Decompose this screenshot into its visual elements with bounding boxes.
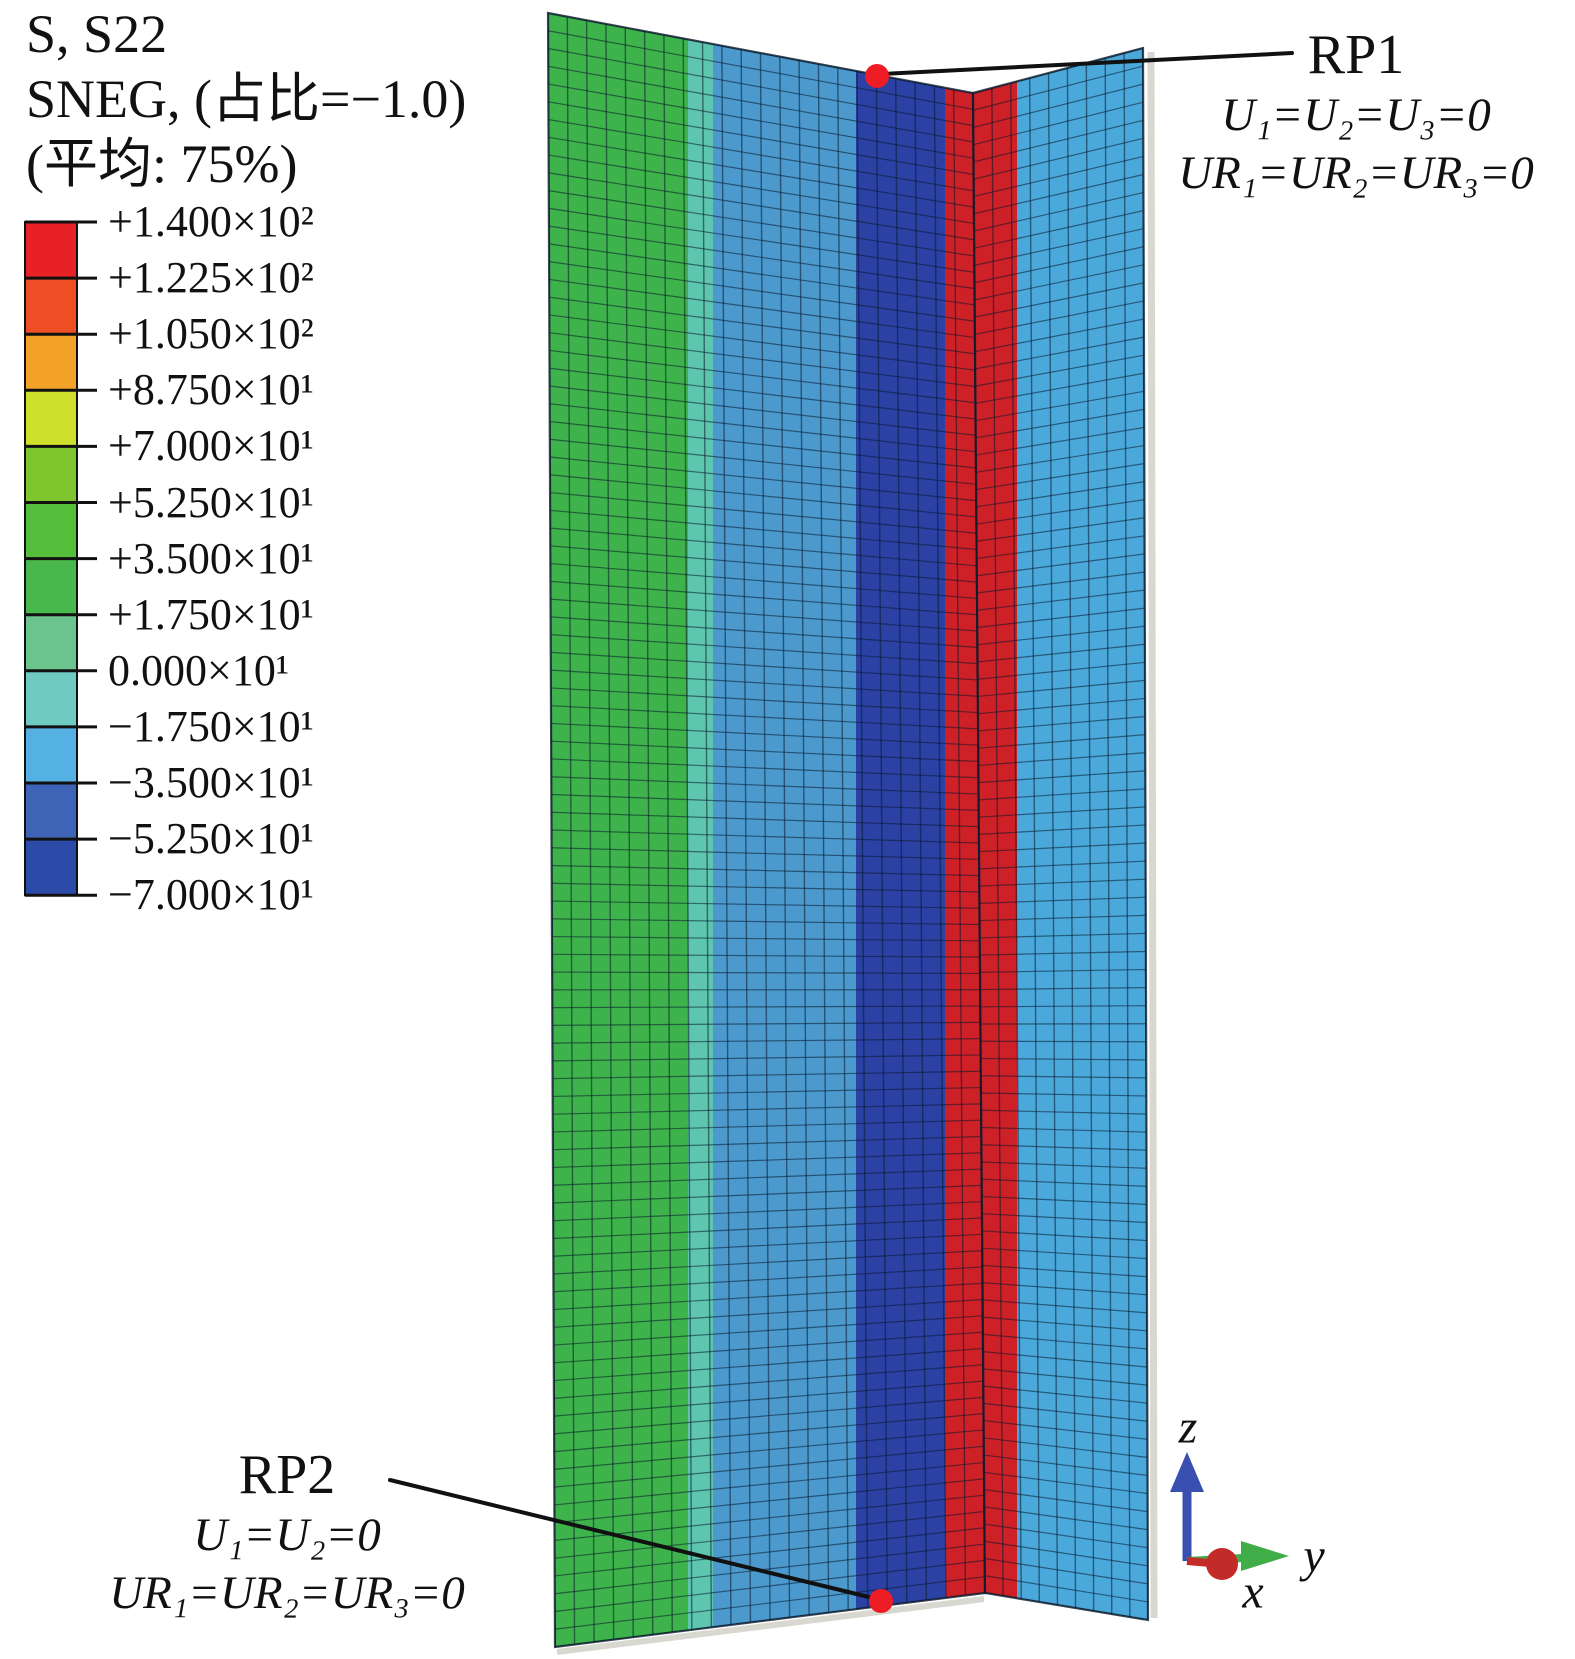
legend-title-average: (平均: 75%) xyxy=(26,134,298,194)
legend-title-section: SNEG, (占比=−1.0) xyxy=(26,69,467,129)
legend-tick-label: −7.000×10¹ xyxy=(108,870,314,920)
rp2-bc-rotations: UR₁=UR₂=UR₃=0 xyxy=(109,1567,465,1619)
legend-tick-label: +1.750×10¹ xyxy=(108,589,314,639)
legend-color-swatch xyxy=(24,613,78,672)
rp1-leader-line xyxy=(880,51,1294,76)
stress-band xyxy=(548,13,688,1647)
legend-tick-label: +8.750×10¹ xyxy=(108,365,314,415)
legend-color-swatch xyxy=(24,277,78,336)
rp1-bc-rotations: UR₁=UR₂=UR₃=0 xyxy=(1178,147,1534,199)
rp1-label: RP1 xyxy=(1307,24,1405,86)
legend-tick-label: −5.250×10¹ xyxy=(108,814,314,864)
plate-thickness-edge xyxy=(1147,51,1158,1619)
legend-color-swatch xyxy=(24,669,78,728)
legend-color-swatch xyxy=(24,445,78,504)
stress-band xyxy=(1017,48,1148,1620)
rp1-annotation: RP1 U₁=U₂=U₃=0 UR₁=UR₂=UR₃=0 xyxy=(1150,24,1562,202)
stress-band xyxy=(688,13,713,1647)
legend-color-swatch xyxy=(24,501,78,560)
x-axis-ball xyxy=(1206,1548,1238,1580)
rp2-bc-translations: U₁=U₂=0 xyxy=(193,1509,381,1561)
legend-color-swatch xyxy=(24,389,78,448)
legend-color-swatch xyxy=(24,221,78,280)
rp1-bc-translations: U₁=U₂=U₃=0 xyxy=(1221,89,1491,141)
z-axis-label: z xyxy=(1178,1400,1198,1454)
legend-color-swatch xyxy=(24,725,78,785)
rp2-label: RP2 xyxy=(238,1444,336,1506)
legend-tick-label: +1.050×10² xyxy=(108,309,314,359)
legend-tick-label: +5.250×10¹ xyxy=(108,477,314,527)
rp2-leader-line xyxy=(388,1478,879,1601)
legend-tick-label: 0.000×10¹ xyxy=(108,645,290,695)
z-axis-arrowhead xyxy=(1170,1452,1204,1492)
legend-tick-label: −1.750×10¹ xyxy=(108,701,314,751)
legend-tick-label: −3.500×10¹ xyxy=(108,758,314,807)
rp2-point xyxy=(869,1589,893,1613)
legend-color-swatch xyxy=(24,838,78,897)
plate-left-leg xyxy=(548,13,985,1647)
y-axis-arrowhead xyxy=(1241,1541,1289,1571)
legend-tick-label: +3.500×10¹ xyxy=(108,533,314,583)
legend-color-swatch xyxy=(24,557,78,616)
plate-thickness-edge xyxy=(556,1596,985,1655)
contour-legend-header: S, S22 SNEG, (占比=−1.0) (平均: 75%) xyxy=(26,2,466,197)
y-axis-label: y xyxy=(1303,1529,1325,1583)
legend-color-swatch xyxy=(24,333,78,392)
legend-color-swatch xyxy=(24,782,78,841)
rp2-annotation: RP2 U₁=U₂=0 UR₁=UR₂=UR₃=0 xyxy=(62,1444,512,1622)
legend-tick-label: +1.400×10² xyxy=(108,197,314,246)
x-axis-label: x xyxy=(1242,1565,1264,1619)
rp1-point xyxy=(865,64,889,88)
legend-tick-label: +1.225×10² xyxy=(108,253,314,303)
legend-title-variable: S, S22 xyxy=(26,4,168,64)
legend-tick-label: +7.000×10¹ xyxy=(108,421,314,471)
